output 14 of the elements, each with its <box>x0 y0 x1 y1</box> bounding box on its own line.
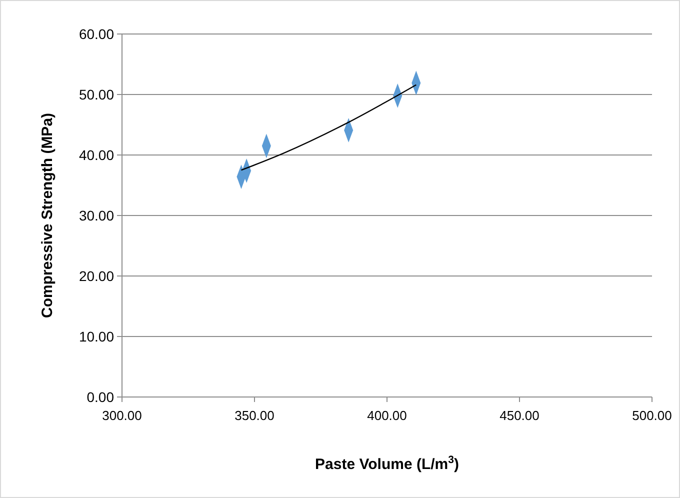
x-tick-label: 300.00 <box>102 408 142 423</box>
y-tick-label: 60.00 <box>78 26 114 42</box>
x-axis-title: Paste Volume (L/m$^{3}$) <box>315 454 459 473</box>
y-tick-label: 20.00 <box>78 268 114 284</box>
x-tick-label: 350.00 <box>234 408 274 423</box>
x-tick-label: 450.00 <box>500 408 540 423</box>
y-tick-label: 50.00 <box>78 86 114 102</box>
y-axis-title: Compressive Strength (MPa) <box>39 112 56 318</box>
y-tick-label: 0.00 <box>86 389 114 405</box>
y-tick-label: 40.00 <box>78 147 114 163</box>
y-tick-label: 30.00 <box>78 208 114 224</box>
x-tick-label: 400.00 <box>367 408 407 423</box>
x-tick-label: 500.00 <box>632 408 672 423</box>
y-tick-label: 10.00 <box>78 328 114 344</box>
